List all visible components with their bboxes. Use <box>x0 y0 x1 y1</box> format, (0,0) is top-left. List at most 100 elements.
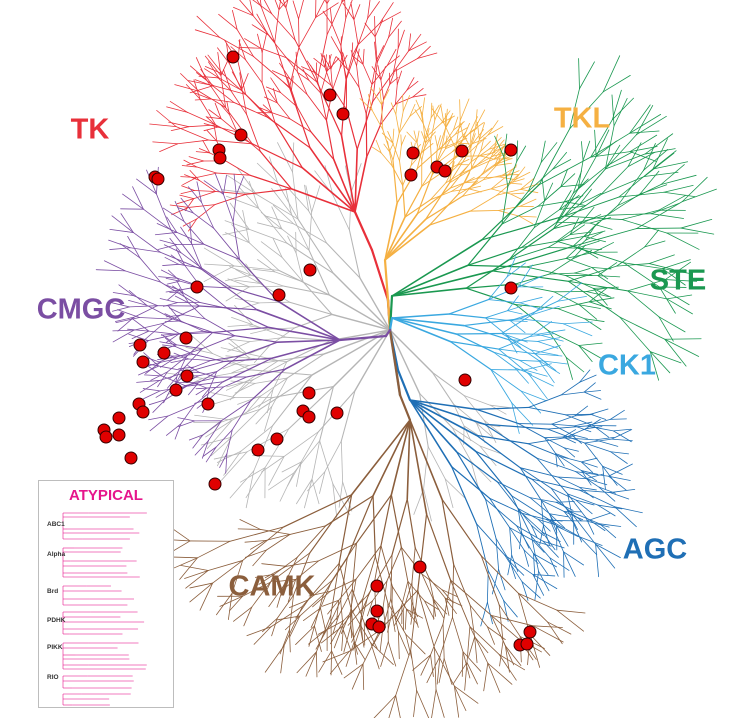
other-branch <box>286 242 334 274</box>
other-branch <box>307 471 326 492</box>
branch-camk <box>338 562 352 610</box>
branch-cmgc <box>192 434 204 449</box>
branch-cmgc <box>133 295 158 307</box>
branch-tk <box>388 20 402 38</box>
branch-agc <box>534 570 539 601</box>
branch-ste <box>559 194 580 210</box>
other-branch <box>245 395 262 414</box>
branch-agc <box>487 601 493 625</box>
branch-ck1 <box>538 360 555 384</box>
branch-tkl <box>470 133 476 149</box>
kinase-marker <box>136 355 150 369</box>
branch-camk <box>421 573 434 599</box>
branch-ste <box>664 338 687 367</box>
branch-cmgc <box>157 371 168 388</box>
other-branch <box>255 405 273 425</box>
other-branch <box>297 218 334 274</box>
other-branch <box>269 156 278 183</box>
branch-ck1 <box>518 275 543 288</box>
branch-cmgc <box>176 356 187 378</box>
branch-tkl <box>414 109 424 124</box>
branch-ste <box>391 270 494 297</box>
branch-agc <box>519 467 542 501</box>
branch-ste <box>650 213 684 219</box>
branch-agc <box>542 525 550 546</box>
branch-tkl <box>421 114 426 139</box>
branch-camk <box>253 626 272 645</box>
branch-tkl <box>463 135 472 149</box>
branch-agc <box>519 467 552 489</box>
branch-camk <box>295 560 319 580</box>
branch-ste <box>578 342 603 346</box>
branch-tk <box>353 210 374 252</box>
kinase-marker <box>323 88 337 102</box>
other-branch <box>285 188 292 215</box>
branch-ste <box>588 297 615 303</box>
other-branch <box>293 223 328 244</box>
branch-agc <box>496 481 519 509</box>
branch-camk <box>343 663 364 679</box>
branch-tk <box>408 33 412 52</box>
branch-ste <box>578 304 598 320</box>
branch-tk <box>412 88 424 98</box>
branch-tk <box>356 48 360 67</box>
branch-tk <box>393 47 399 73</box>
branch-cmgc <box>226 429 233 455</box>
branch-ste <box>569 231 591 236</box>
branch-tkl <box>387 130 394 144</box>
branch-agc <box>409 399 458 453</box>
branch-tk <box>251 24 269 36</box>
branch-cmgc <box>199 285 232 289</box>
other-branch <box>281 461 302 473</box>
other-branch <box>231 364 250 374</box>
branch-tk <box>223 69 232 92</box>
branch-cmgc <box>214 173 224 195</box>
branch-ste <box>583 230 606 237</box>
branch-tk <box>313 57 326 68</box>
branch-camk <box>380 494 392 547</box>
branch-tk <box>195 57 207 81</box>
branch-tk <box>274 41 290 88</box>
branch-tk <box>377 65 382 81</box>
branch-agc <box>507 554 513 576</box>
branch-tk <box>261 82 276 124</box>
branch-ste <box>621 209 660 220</box>
other-branch <box>272 361 288 390</box>
branch-camk <box>387 602 407 635</box>
group-label-tk: TK <box>70 113 110 146</box>
branch-ck1 <box>490 369 513 404</box>
branch-cmgc <box>233 173 237 196</box>
branch-camk <box>436 655 441 685</box>
branch-cmgc <box>168 269 181 282</box>
branch-ck1 <box>488 276 508 300</box>
branch-tkl <box>445 135 448 150</box>
kinase-marker <box>302 410 316 424</box>
branch-tkl <box>404 185 423 218</box>
branch-tk <box>406 80 419 91</box>
branch-agc <box>579 536 603 546</box>
kinase-marker <box>330 406 344 420</box>
branch-camk <box>469 604 476 638</box>
branch-ck1 <box>507 339 540 361</box>
branch-tk <box>272 88 278 104</box>
branch-cmgc <box>139 317 174 320</box>
branch-agc <box>585 473 604 480</box>
other-branch <box>237 395 262 405</box>
other-branch <box>330 329 391 342</box>
branch-ste <box>619 316 651 353</box>
branch-ck1 <box>524 363 552 371</box>
branch-agc <box>529 497 550 515</box>
branch-ste <box>604 153 646 170</box>
branch-camk <box>346 495 374 559</box>
other-branch <box>431 371 455 405</box>
branch-camk <box>280 645 285 674</box>
branch-tkl <box>438 133 456 150</box>
branch-camk <box>250 540 266 550</box>
branch-agc <box>579 486 597 491</box>
branch-agc <box>585 426 603 430</box>
other-branch <box>296 461 302 487</box>
branch-camk <box>282 556 298 587</box>
branch-cmgc <box>235 176 245 196</box>
branch-camk <box>330 614 332 652</box>
branch-camk <box>229 595 244 612</box>
